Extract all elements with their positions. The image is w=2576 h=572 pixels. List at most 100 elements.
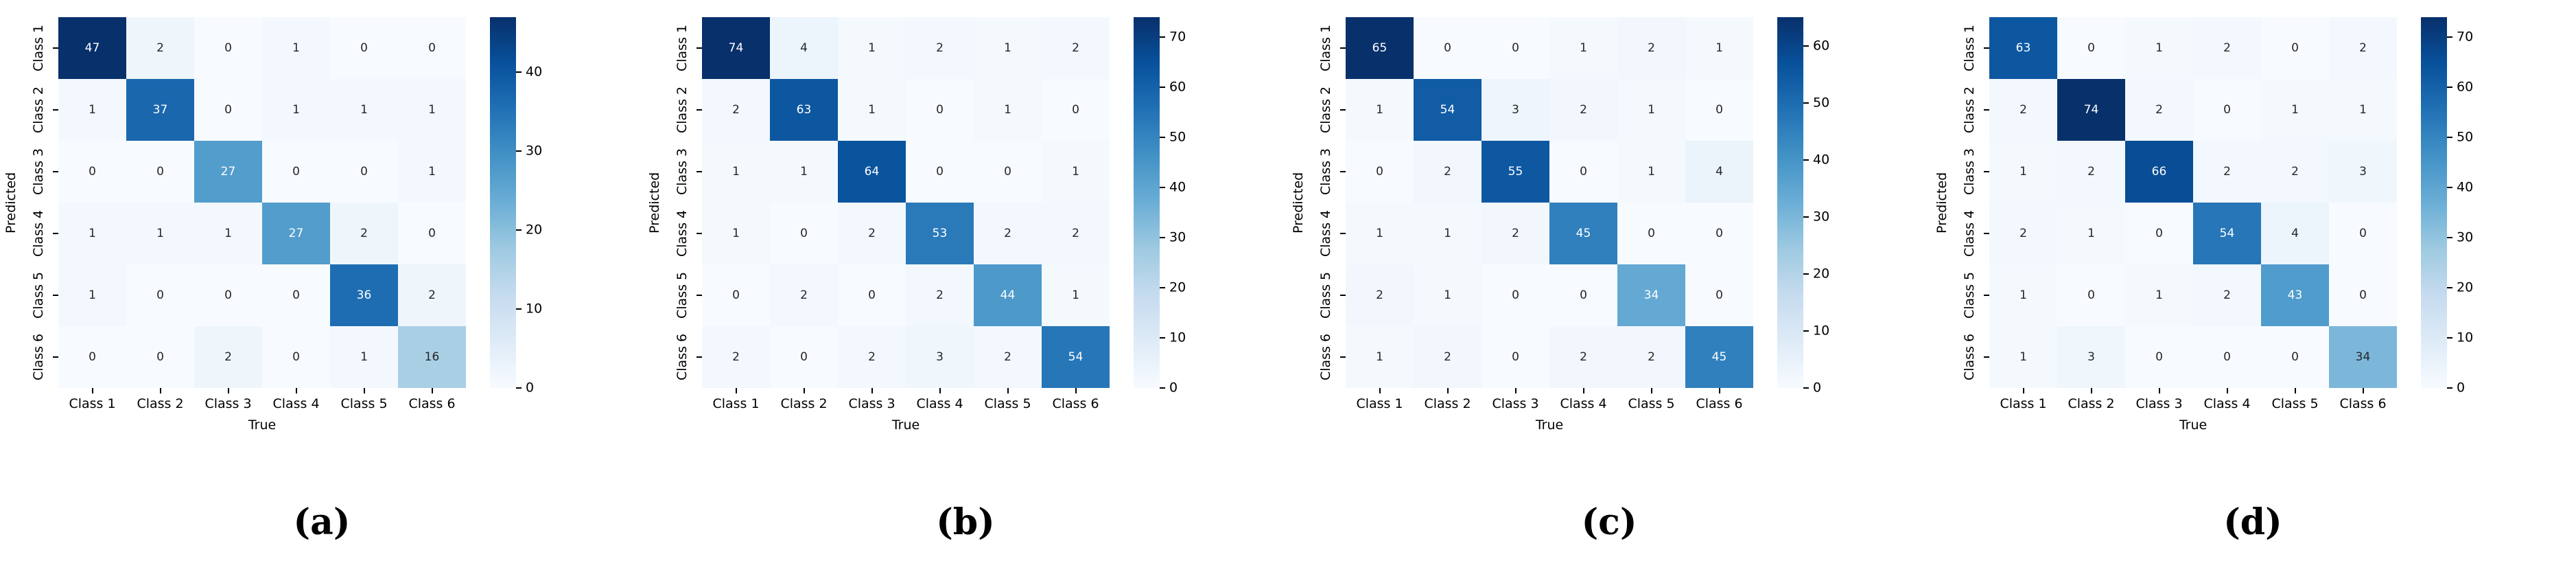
heatmap-cell: 2	[838, 203, 906, 264]
heatmap-cell: 0	[1482, 17, 1549, 79]
y-tick-mark	[1984, 47, 1989, 49]
heatmap-cell: 2	[906, 17, 974, 79]
heatmap-cell: 2	[906, 264, 974, 326]
y-tick-label: Class 3	[31, 148, 46, 196]
heatmap-cell: 2	[838, 326, 906, 388]
colorbar-tick-mark	[1160, 36, 1165, 38]
y-tick-label: Class 4	[31, 209, 46, 258]
colorbar-tick-label: 50	[1169, 129, 1186, 145]
x-tick-mark	[1075, 388, 1077, 393]
heatmap-cell: 66	[2125, 141, 2193, 203]
heatmap-cell: 0	[262, 141, 330, 203]
heatmap-cell: 2	[1989, 203, 2057, 264]
x-tick-mark	[2022, 388, 2024, 393]
heatmap-cell: 47	[58, 17, 126, 79]
heatmap-cell: 54	[1042, 326, 1110, 388]
plot-area: Predicted Class 1 Class 2 Class 3 Class 4 Cl…	[1287, 0, 1931, 481]
heatmap-cell: 2	[2125, 79, 2193, 141]
colorbar-tick-mark	[1803, 330, 1809, 332]
heatmap-cell: 1	[194, 203, 262, 264]
y-tick-label: Class 5	[31, 271, 46, 319]
x-tick-mark	[2362, 388, 2364, 393]
heatmap-cell: 1	[1414, 203, 1482, 264]
heatmap-cell: 0	[2329, 264, 2397, 326]
heatmap-cell: 2	[702, 79, 770, 141]
x-tick-mark	[735, 388, 737, 393]
heatmap-cell: 1	[1346, 203, 1414, 264]
colorbar-tick-mark	[1803, 273, 1809, 275]
colorbar-tick-mark	[2447, 36, 2452, 38]
heatmap-cell: 0	[330, 17, 398, 79]
heatmap-cell: 1	[2329, 79, 2397, 141]
x-tick-label: Class 6	[1052, 396, 1099, 411]
x-tick-label: Class 4	[272, 396, 320, 411]
x-tick-label: Class 5	[1628, 396, 1675, 411]
heatmap-cell: 2	[770, 264, 838, 326]
y-tick-label: Class 3	[1962, 148, 1977, 196]
x-tick-mark	[1447, 388, 1449, 393]
colorbar-tick-label: 40	[2457, 179, 2474, 195]
heatmap-cell: 0	[126, 264, 194, 326]
x-tick-mark	[159, 388, 161, 393]
colorbar-tick-label: 0	[526, 380, 535, 396]
y-tick-mark	[53, 295, 58, 296]
heatmap-cell: 0	[194, 264, 262, 326]
y-tick-label: Class 2	[1962, 86, 1977, 134]
y-tick-mark	[696, 295, 702, 296]
heatmap-cell: 1	[702, 141, 770, 203]
heatmap-cell: 3	[2329, 141, 2397, 203]
heatmap-cell: 0	[398, 17, 466, 79]
y-tick-mark	[1984, 295, 1989, 296]
heatmap-cell: 0	[1685, 79, 1753, 141]
heatmap-cell: 2	[974, 203, 1042, 264]
panel-caption: (b)	[936, 501, 995, 543]
colorbar-tick-label: 10	[526, 301, 543, 317]
x-tick-label: Class 4	[2203, 396, 2251, 411]
heatmap-cell: 1	[330, 79, 398, 141]
heatmap-cell: 65	[1346, 17, 1414, 79]
heatmap-cell: 64	[838, 141, 906, 203]
heatmap-cell: 0	[702, 264, 770, 326]
heatmap-cell: 1	[838, 79, 906, 141]
heatmap-cell: 63	[770, 79, 838, 141]
x-tick-mark	[803, 388, 805, 393]
colorbar-tick-labels: 0 10 20 30 40 50 60	[1803, 17, 1858, 394]
heatmap-cell: 1	[2125, 264, 2193, 326]
heatmap-cell: 2	[2261, 141, 2329, 203]
heatmap-cell: 2	[1482, 203, 1549, 264]
y-tick-label: Class 6	[1318, 333, 1333, 381]
y-tick-mark	[1984, 171, 1989, 172]
heatmap-cell: 43	[2261, 264, 2329, 326]
x-tick-mark	[1514, 388, 1517, 393]
heatmap-cell: 0	[2329, 203, 2397, 264]
heatmap-cell: 0	[194, 79, 262, 141]
colorbar-tick-label: 30	[2457, 229, 2474, 245]
heatmap-cell: 1	[1989, 326, 2057, 388]
heatmap-cell: 55	[1482, 141, 1549, 203]
plot-area: Predicted Class 1 Class 2 Class 3 Class 4 Cl…	[0, 0, 644, 481]
heatmap-cell: 2	[2193, 17, 2261, 79]
y-tick-label: Class 6	[31, 333, 46, 381]
heatmap-cell: 2	[2057, 141, 2125, 203]
heatmap-cell: 0	[1685, 203, 1753, 264]
heatmap-cell: 1	[1346, 79, 1414, 141]
y-tick-label: Class 1	[675, 24, 690, 72]
heatmap-cell: 2	[1617, 17, 1685, 79]
y-tick-label: Class 2	[1318, 86, 1333, 134]
y-tick-mark	[696, 233, 702, 234]
y-tick-label: Class 6	[675, 333, 690, 381]
colorbar-tick-mark	[516, 150, 522, 152]
x-axis-label: True	[2179, 417, 2208, 433]
x-tick-label: Class 5	[984, 396, 1031, 411]
x-tick-mark	[2090, 388, 2092, 393]
heatmap-cell: 1	[1617, 141, 1685, 203]
heatmap-cell: 36	[330, 264, 398, 326]
heatmap-cell: 0	[2057, 264, 2125, 326]
heatmap-cell: 0	[1617, 203, 1685, 264]
heatmap-cell: 0	[1042, 79, 1110, 141]
x-tick-mark	[1379, 388, 1381, 393]
heatmap-cell: 1	[398, 79, 466, 141]
y-tick-mark	[53, 109, 58, 111]
heatmap-cell: 2	[2329, 17, 2397, 79]
